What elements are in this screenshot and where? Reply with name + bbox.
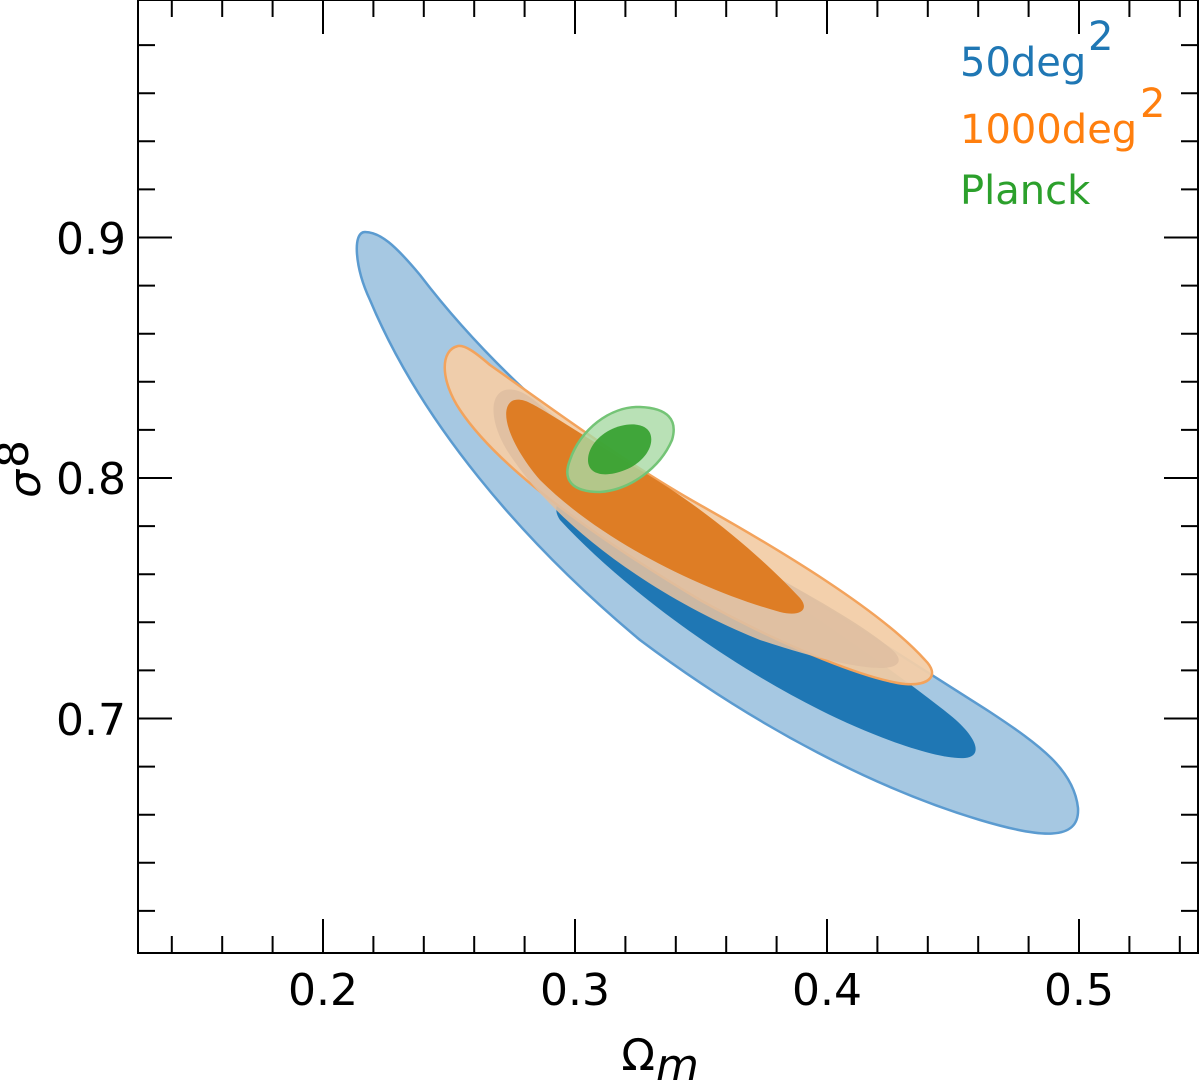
x-tick-label: 0.5	[1044, 965, 1114, 1016]
y-axis-label: σ 8	[0, 440, 51, 498]
y-tick-labels: 0.9 0.8 0.7	[56, 214, 126, 746]
axis-ticks	[138, 0, 1198, 953]
plot-area	[355, 230, 1080, 835]
y-axis-label-main: σ	[0, 469, 51, 498]
legend-label: 50deg	[960, 40, 1086, 86]
legend: 50deg 2 1000deg 2 Planck	[960, 14, 1165, 214]
legend-label: Planck	[960, 168, 1091, 214]
x-axis-label: Ω m	[621, 1030, 699, 1082]
y-axis-label-sub: 8	[0, 440, 39, 468]
x-axis-label-main: Ω	[621, 1030, 655, 1081]
legend-label: 1000deg	[960, 107, 1137, 153]
y-tick-label: 0.7	[56, 695, 126, 746]
y-tick-label: 0.9	[56, 214, 126, 265]
x-tick-label: 0.2	[288, 965, 358, 1016]
legend-item-planck: Planck	[960, 168, 1091, 214]
axes-frame	[137, 0, 1199, 954]
legend-item-50deg: 50deg 2	[960, 14, 1113, 86]
x-tick-label: 0.3	[540, 965, 610, 1016]
legend-item-1000deg: 1000deg 2	[960, 81, 1165, 153]
y-tick-label: 0.8	[56, 454, 126, 505]
x-axis-label-sub: m	[656, 1040, 699, 1082]
x-tick-labels: 0.2 0.3 0.4 0.5	[288, 965, 1114, 1016]
contour-planck-1sigma	[588, 424, 652, 475]
legend-superscript: 2	[1140, 81, 1165, 127]
legend-superscript: 2	[1088, 14, 1113, 60]
x-tick-label: 0.4	[792, 965, 862, 1016]
